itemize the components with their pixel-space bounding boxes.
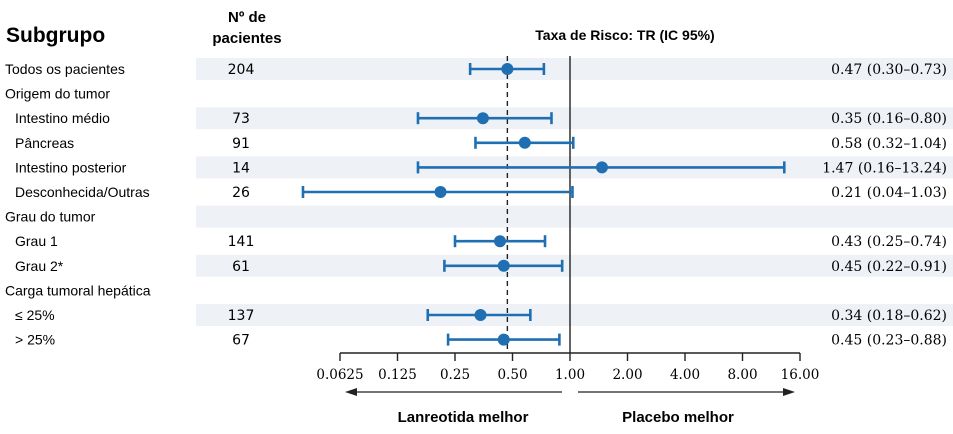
row-band xyxy=(196,205,953,228)
patient-count: 141 xyxy=(228,234,255,250)
hr-ci-text: 0.43 (0.25–0.74) xyxy=(831,234,947,250)
hr-ci-text: 0.34 (0.18–0.62) xyxy=(831,308,947,324)
x-tick-label: 16.00 xyxy=(781,367,820,383)
x-tick-label: 0.50 xyxy=(497,367,527,383)
row-band xyxy=(196,304,953,326)
hr-ci-text: 0.47 (0.30–0.73) xyxy=(831,62,947,78)
subgroup-label: Grau 2* xyxy=(15,258,64,274)
direction-right-label: Placebo melhor xyxy=(622,409,734,426)
arrow-left-head xyxy=(345,388,357,396)
subgroup-label: Carga tumoral hepática xyxy=(5,282,151,298)
direction-left-label: Lanreotida melhor xyxy=(398,409,529,426)
reference-lines xyxy=(506,56,571,353)
x-tick-label: 4.00 xyxy=(670,367,700,383)
hr-point xyxy=(497,333,510,346)
subgroup-label: Intestino médio xyxy=(15,110,110,126)
hr-ci-text: 0.35 (0.16–0.80) xyxy=(831,111,947,127)
subgroup-label: Desconhecida/Outras xyxy=(15,184,150,200)
patient-count: 73 xyxy=(232,111,250,127)
effect-header: Taxa de Risco: TR (IC 95%) xyxy=(535,27,714,43)
subgroup-header: Subgrupo xyxy=(6,24,105,47)
arrow-right-head xyxy=(783,388,795,396)
patient-count: 91 xyxy=(232,136,250,152)
estimate-marks xyxy=(301,63,786,346)
n-header-line1: Nº de xyxy=(228,9,266,26)
subgroup-label: ≤ 25% xyxy=(15,307,55,323)
hr-point xyxy=(501,63,514,75)
patient-count: 137 xyxy=(228,308,255,324)
x-tick-label: 1.00 xyxy=(555,367,585,383)
hr-ci-text: 0.45 (0.22–0.91) xyxy=(831,259,947,275)
hr-point xyxy=(474,309,487,321)
x-tick-label: 8.00 xyxy=(727,367,757,383)
x-tick-label: 0.0625 xyxy=(316,367,363,383)
hr-ci-text: 0.21 (0.04–1.03) xyxy=(831,185,947,201)
hr-point xyxy=(497,259,510,272)
row-band xyxy=(196,107,953,130)
subgroup-label: Intestino posterior xyxy=(15,159,127,175)
n-header-line2: pacientes xyxy=(212,30,281,47)
x-tick-label: 2.00 xyxy=(612,367,642,383)
row-shading xyxy=(196,58,953,326)
row-band xyxy=(196,58,953,80)
hr-point xyxy=(434,186,447,198)
patient-count: 61 xyxy=(232,259,250,275)
x-tick-label: 0.25 xyxy=(440,367,470,383)
hr-point xyxy=(493,235,506,248)
row-band xyxy=(196,254,953,277)
hr-ci-text: 0.45 (0.23–0.88) xyxy=(831,333,947,349)
subgroup-label: Todos os pacientes xyxy=(5,61,125,77)
hr-point xyxy=(518,136,531,149)
row-labels: Todos os pacientes 204 0.47 (0.30–0.73) Ori… xyxy=(5,61,947,349)
subgroup-label: Origem do tumor xyxy=(5,86,110,102)
patient-count: 26 xyxy=(232,185,250,201)
patient-count: 67 xyxy=(232,333,250,349)
hr-point xyxy=(595,161,608,174)
hr-ci-text: 0.58 (0.32–1.04) xyxy=(831,136,947,152)
subgroup-label: Grau do tumor xyxy=(5,209,96,225)
subgroup-label: Pâncreas xyxy=(15,135,74,151)
x-axis: 0.0625 0.125 0.25 0.50 1.00 2.00 4.00 8.00 16.00 xyxy=(316,352,820,396)
patient-count: 14 xyxy=(232,160,250,176)
subgroup-label: Grau 1 xyxy=(15,233,58,249)
x-tick-label: 0.125 xyxy=(378,367,417,383)
hr-point xyxy=(476,112,489,125)
subgroup-label: > 25% xyxy=(15,332,55,348)
hr-ci-text: 1.47 (0.16–13.24) xyxy=(822,160,947,176)
patient-count: 204 xyxy=(228,62,255,78)
